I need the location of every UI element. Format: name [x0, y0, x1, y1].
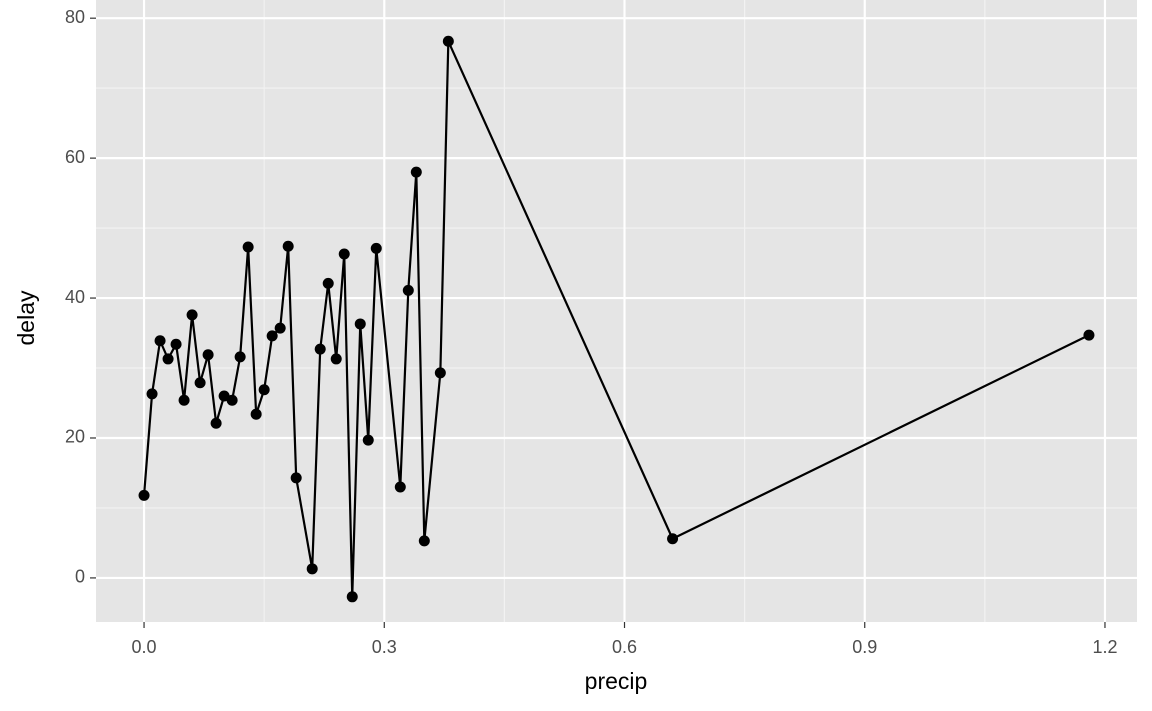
y-tick-label: 20: [65, 427, 85, 447]
point: [338, 248, 350, 260]
point: [250, 408, 262, 420]
point: [354, 318, 366, 330]
y-tick-label: 0: [75, 567, 85, 587]
point: [290, 472, 302, 484]
point: [178, 394, 190, 406]
point: [170, 338, 182, 350]
point: [667, 533, 679, 545]
point: [162, 353, 174, 365]
point: [186, 309, 198, 321]
point: [418, 535, 430, 547]
y-tick-label: 40: [65, 287, 85, 307]
point: [146, 388, 158, 400]
y-axis-title: delay: [13, 290, 39, 345]
point: [394, 481, 406, 493]
point: [330, 353, 342, 365]
point: [226, 394, 238, 406]
panel: [96, 0, 1137, 622]
x-tick-label: 0.9: [852, 637, 877, 657]
x-axis-title: precip: [585, 668, 648, 694]
point: [234, 351, 246, 363]
point: [282, 240, 294, 252]
x-tick-label: 0.6: [612, 637, 637, 657]
point: [402, 284, 414, 296]
y-tick-label: 60: [65, 147, 85, 167]
point: [210, 417, 222, 429]
point: [202, 349, 214, 361]
point: [242, 241, 254, 253]
point: [194, 377, 206, 389]
point: [258, 384, 270, 396]
point: [314, 343, 326, 355]
point: [306, 563, 318, 575]
point: [274, 322, 286, 334]
point: [322, 277, 334, 289]
x-tick-label: 1.2: [1092, 637, 1117, 657]
y-tick-label: 80: [65, 7, 85, 27]
point: [434, 367, 446, 379]
point: [362, 434, 374, 446]
point: [266, 330, 278, 342]
point: [410, 166, 422, 178]
point: [346, 591, 358, 603]
point: [154, 335, 166, 347]
point: [138, 489, 150, 501]
x-tick-label: 0.3: [372, 637, 397, 657]
x-tick-label: 0.0: [132, 637, 157, 657]
point: [442, 35, 454, 47]
point: [1083, 329, 1095, 341]
point: [370, 242, 382, 254]
